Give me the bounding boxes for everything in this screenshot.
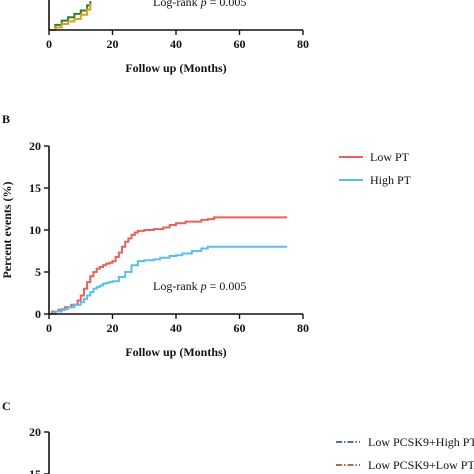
panel-b-y-ticks: 0 5 10 15 20: [29, 139, 49, 321]
panel-a-x-tick-label-20: 20: [107, 37, 119, 51]
panel-c-letter: C: [2, 399, 11, 413]
series-line-high-pt: [49, 245, 288, 315]
panel-a-x-ticks: 0 20 40 60 80: [46, 30, 309, 51]
legend-label-high-pt: High PT: [370, 173, 412, 187]
panel-a-series-1-line: [49, 3, 92, 31]
panel-a-logrank-annotation: Log-rank p = 0.005: [153, 0, 246, 9]
panel-a-x-tick-label-0: 0: [46, 37, 52, 51]
legend-label-low-pcsk9-low-pt: Low PCSK9+Low PT: [368, 458, 474, 472]
panel-b-logrank-annotation: Log-rank p = 0.005: [153, 279, 246, 293]
panel-b-y-tick-label-5: 5: [35, 265, 41, 279]
panel-b-x-axis-title: Follow up (Months): [125, 345, 226, 359]
panel-b-y-tick-label-10: 10: [29, 223, 41, 237]
panel-b-letter: B: [2, 112, 10, 126]
panel-a-x-tick-label-60: 60: [234, 37, 246, 51]
panel-a-x-tick-label-40: 40: [170, 37, 182, 51]
panel-b-y-tick-label-20: 20: [29, 139, 41, 153]
panel-c-y-tick-label-20: 20: [29, 425, 41, 439]
panel-a-x-axis-title: Follow up (Months): [125, 61, 226, 75]
panel-b-x-ticks: 0 20 40 60 80: [46, 314, 309, 335]
legend-label-low-pcsk9-high-pt: Low PCSK9+High PT: [368, 435, 474, 449]
panel-c-y-tick-label-15: 15: [29, 467, 41, 474]
panel-b-x-tick-label-80: 80: [297, 321, 309, 335]
panel-b-y-tick-label-0: 0: [35, 307, 41, 321]
panel-b-x-tick-label-40: 40: [170, 321, 182, 335]
panel-b-legend: Low PT High PT: [339, 150, 412, 187]
panel-b-x-tick-label-0: 0: [46, 321, 52, 335]
panel-b-x-tick-label-20: 20: [107, 321, 119, 335]
series-line-low-pt: [49, 216, 288, 315]
panel-b-series: [49, 216, 288, 315]
legend-label-low-pt: Low PT: [370, 150, 410, 164]
panel-b-y-axis-title: Percent events (%): [0, 181, 14, 278]
panel-c-legend: Low PCSK9+High PT Low PCSK9+Low PT: [336, 435, 474, 472]
panel-a-series-0-line: [49, 1, 92, 31]
panel-b-x-tick-label-60: 60: [234, 321, 246, 335]
panel-b-y-tick-label-15: 15: [29, 181, 41, 195]
panel-a: 0 20 40 60 80 Follow up (Months) Log-rank p …: [46, 0, 309, 75]
panel-a-x-tick-label-80: 80: [297, 37, 309, 51]
panel-a-series: [49, 1, 92, 31]
